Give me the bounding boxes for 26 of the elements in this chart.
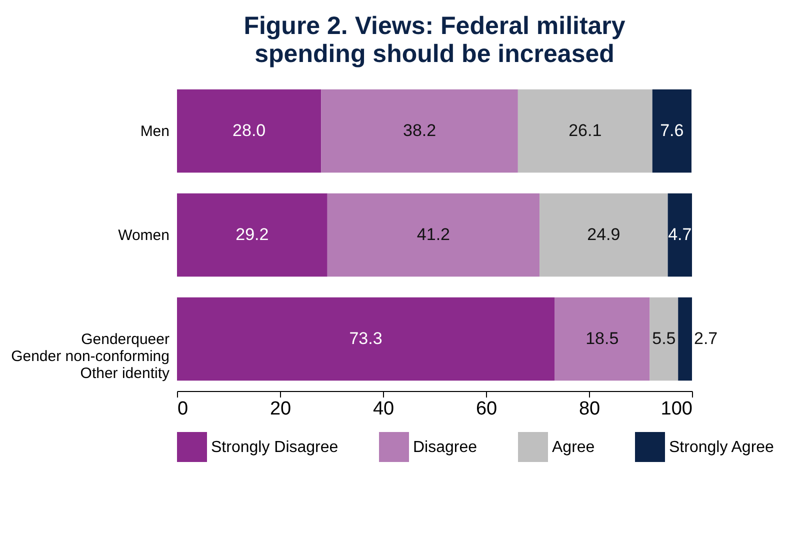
x-tick-label: 0	[178, 398, 188, 420]
data-label: 24.9	[587, 225, 620, 244]
legend-label: Disagree	[413, 439, 478, 456]
legend-label: Agree	[552, 439, 595, 456]
x-tick-label: 60	[476, 398, 498, 420]
data-label: 4.7	[668, 225, 692, 244]
data-label: 41.2	[416, 225, 450, 244]
y-tick-label: Men	[140, 123, 170, 140]
x-tick-label: 40	[372, 398, 394, 420]
data-label: 29.2	[236, 225, 269, 244]
legend-label: Strongly Agree	[669, 439, 774, 456]
x-tick-label: 80	[578, 398, 600, 420]
y-tick-label: Genderqueer Gender non-conforming Other identity	[11, 331, 170, 382]
data-label: 73.3	[349, 329, 382, 348]
x-tick-label: 20	[270, 398, 292, 420]
legend-label: Strongly Disagree	[211, 439, 338, 456]
data-label: 7.6	[660, 121, 684, 140]
x-tick-label: 100	[660, 398, 692, 420]
y-tick-label: Women	[118, 227, 170, 244]
chart-title: Figure 2. Views: Federal military spending should be increased	[244, 12, 626, 68]
data-label: 38.2	[403, 121, 436, 140]
data-label: 5.5	[652, 329, 676, 348]
data-label: 28.0	[232, 121, 266, 140]
data-label: 2.7	[694, 329, 718, 348]
data-label: 18.5	[586, 329, 619, 348]
data-label: 26.1	[568, 121, 602, 140]
